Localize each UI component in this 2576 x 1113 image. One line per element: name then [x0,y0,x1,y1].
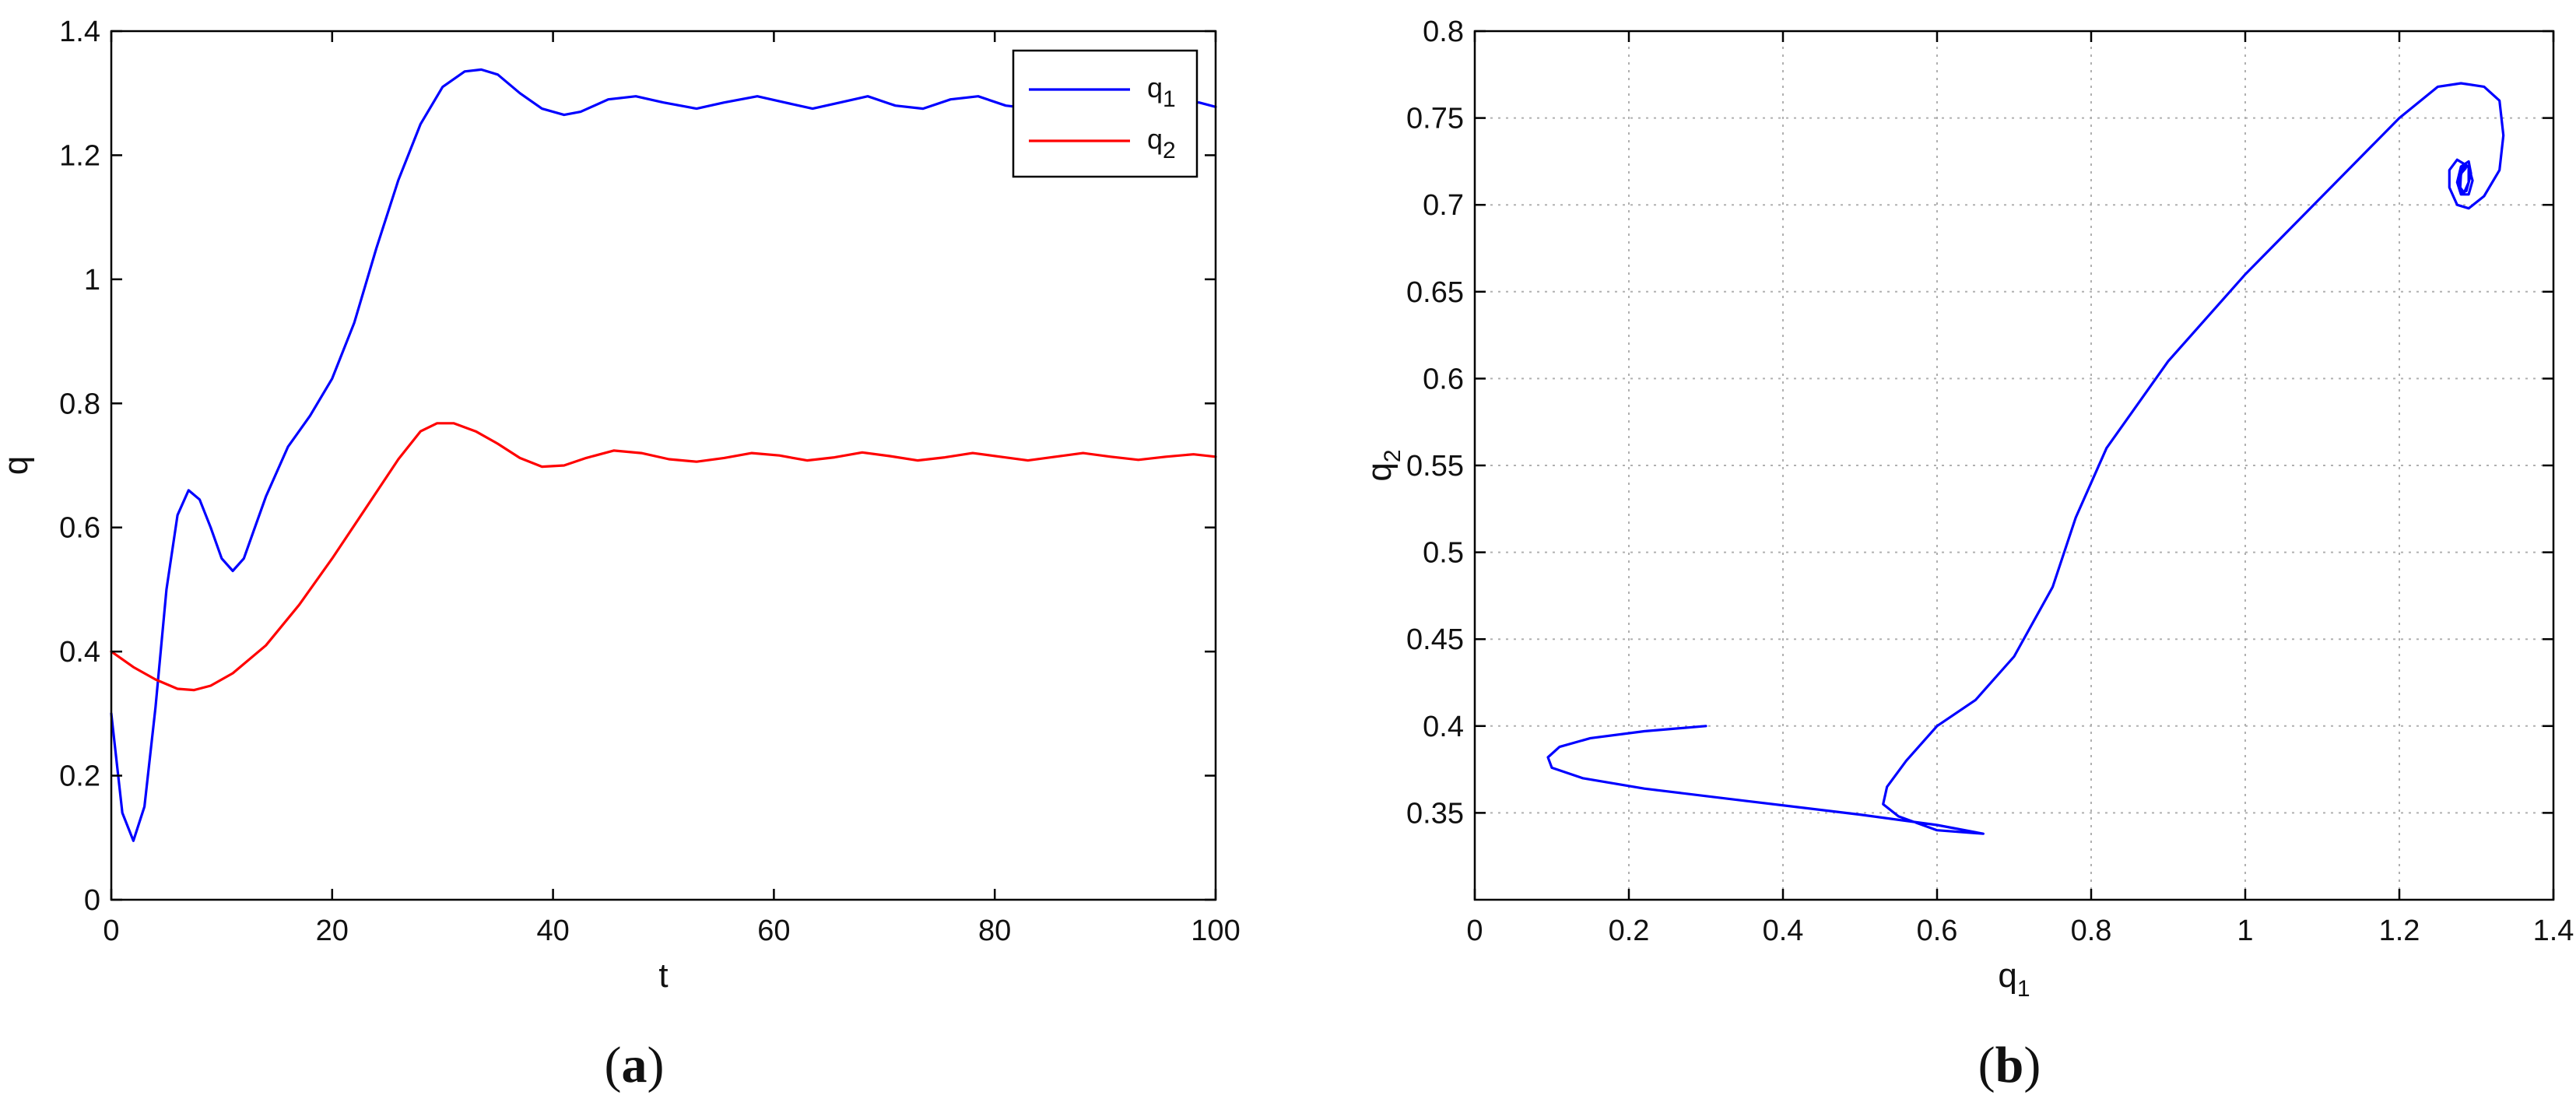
series-line-1 [110,68,1217,842]
y-tick-label: 0.55 [1406,450,1464,483]
x-tick-label: 0.8 [2071,915,2112,947]
legend-box [1012,49,1199,178]
x-tick-label: 60 [757,915,790,947]
panel-a: 0 20 40 60 80 100 0 0.2 0.4 0.6 0.8 1 1.2 1.4 t q q1 q2 (a… [0,16,1241,1094]
x-tick-label: 0.4 [1763,915,1804,947]
y-tick-label: 0.45 [1406,623,1464,656]
y-tick-label: 0.4 [59,636,100,669]
y-tick-label: 0.75 [1406,103,1464,135]
x-axis-label-subscript: 1 [2017,976,2030,1002]
legend-entry-subscript: 2 [1163,138,1176,163]
x-tick-label: 1.4 [2533,915,2574,947]
y-tick-label: 0.8 [1423,16,1464,48]
x-tick-label: 100 [1191,915,1240,947]
y-tick-label: 1 [84,264,100,297]
y-tick-label: 0.6 [1423,363,1464,395]
x-tick-label: 0 [103,915,119,947]
x-tick-label: 0.6 [1917,915,1958,947]
y-axis-label: q [0,456,35,475]
y-tick-label: 1.2 [59,139,100,172]
legend-entry-subscript: 1 [1163,86,1176,112]
y-axis-label-subscript: 2 [1380,449,1406,462]
x-tick-label: 40 [536,915,569,947]
y-tick-label: 0.65 [1406,276,1464,309]
y-tick-label: 0.6 [59,512,100,545]
x-axis-label: t [658,957,668,995]
x-tick-label: 20 [316,915,349,947]
panel-b: 0 0.2 0.4 0.6 0.8 1 1.2 1.4 0.35 0.4 0.45 0.5 0.55 0.… [1360,16,2574,1094]
y-tick-label: 0.7 [1423,189,1464,222]
y-tick-label: 0.35 [1406,797,1464,830]
panel-caption: (a) [605,1037,665,1094]
y-tick-label: 0.4 [1423,711,1464,743]
y-tick-label: 0.8 [59,388,100,420]
legend-entry-2: q2 [1147,123,1176,163]
panel-caption: (b) [1978,1037,2041,1094]
y-tick-label: 0.2 [59,760,100,793]
x-tick-label: 80 [978,915,1011,947]
x-tick-label: 0 [1466,915,1483,947]
x-tick-label: 1 [2237,915,2253,947]
x-tick-label: 0.2 [1609,915,1650,947]
y-tick-label: 0 [84,884,100,917]
legend-entry-1: q1 [1147,72,1176,112]
y-tick-label: 0.5 [1423,537,1464,570]
series-line-2 [110,422,1217,692]
y-tick-label: 1.4 [59,16,100,48]
axes-box [110,30,1217,901]
y-axis-label: q2 [1360,449,1406,481]
x-tick-label: 1.2 [2379,915,2420,947]
x-axis-label: q1 [1998,957,2030,1002]
series-line-1 [1546,82,2505,835]
